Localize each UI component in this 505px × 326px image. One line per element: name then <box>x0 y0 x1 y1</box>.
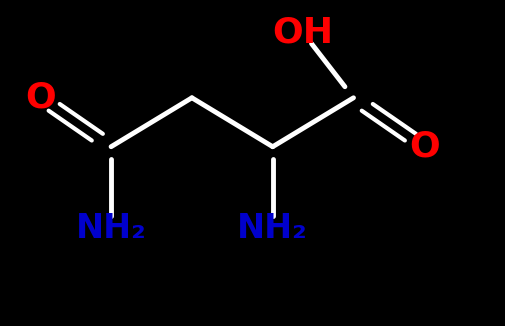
Text: OH: OH <box>272 16 334 50</box>
Text: O: O <box>409 130 439 164</box>
Text: NH₂: NH₂ <box>76 212 146 245</box>
Text: O: O <box>25 81 56 115</box>
Text: NH₂: NH₂ <box>237 212 308 245</box>
